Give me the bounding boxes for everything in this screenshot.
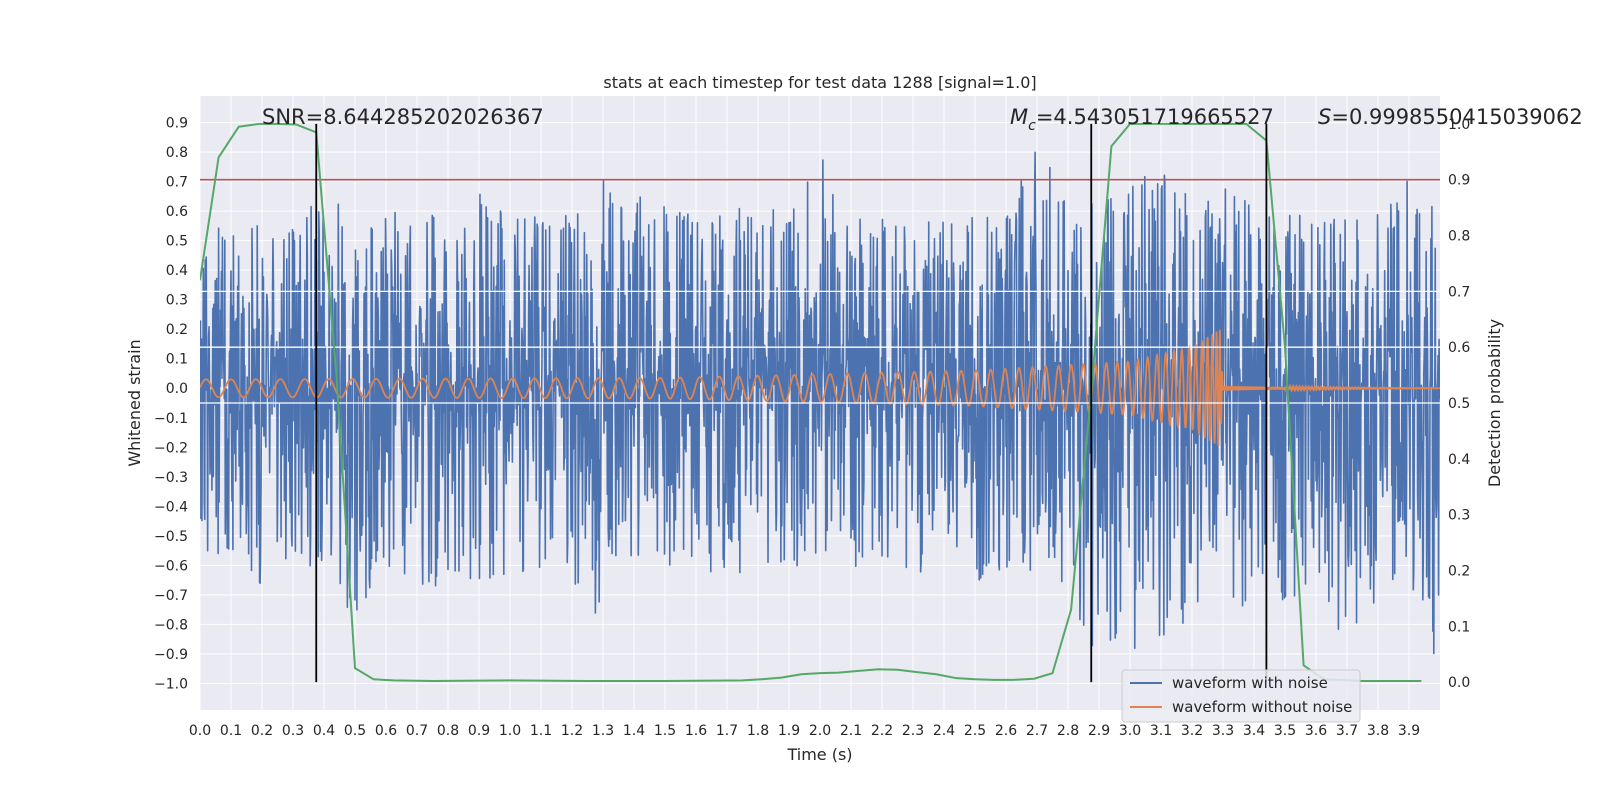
- series-waveform-without-noise: [200, 329, 1440, 447]
- legend-label-clean: waveform without noise: [1172, 698, 1352, 716]
- x-tick-label: 2.2: [871, 723, 893, 739]
- detection-probability-line: [200, 122, 1422, 682]
- waveform-without-noise-line: [200, 329, 1440, 447]
- x-tick-label: 3.9: [1398, 723, 1420, 739]
- y2-tick-label: 0.8: [1448, 229, 1470, 245]
- y-tick-label: 0.7: [166, 175, 188, 191]
- y-tick-label: −0.5: [154, 529, 188, 545]
- x-tick-label: 0.2: [251, 723, 273, 739]
- x-tick-label: 0.6: [375, 723, 397, 739]
- x-tick-label: 0.4: [313, 723, 335, 739]
- chirp-mass-symbol: M: [1010, 105, 1028, 129]
- x-tick-label: 0.0: [189, 723, 211, 739]
- x-tick-label: 2.5: [964, 723, 986, 739]
- x-tick-label: 2.0: [809, 723, 831, 739]
- vertical-markers: [315, 123, 1268, 683]
- y-tick-label: −0.1: [154, 411, 188, 427]
- x-tick-label: 0.9: [468, 723, 490, 739]
- y2-tick-label: 0.6: [1448, 340, 1470, 356]
- y-tick-label: −0.7: [154, 588, 188, 604]
- x-tick-label: 2.9: [1088, 723, 1110, 739]
- y2-tick-label: 0.4: [1448, 452, 1470, 468]
- y-tick-label: −0.6: [154, 558, 188, 574]
- x-tick-label: 1.7: [716, 723, 738, 739]
- y-tick-label: 0.9: [166, 116, 188, 132]
- y-axis-label: Whitened strain: [125, 339, 144, 466]
- stat-annotation: S=0.9998550415039062: [1318, 105, 1583, 129]
- x-axis-ticks: 0.0 0.1 0.2 0.3 0.4 0.5 0.6 0.7 0.8 0.9 1.0 1.1 1.2 1…: [189, 723, 1420, 739]
- y-tick-label: 0.2: [166, 322, 188, 338]
- x-tick-label: 2.8: [1057, 723, 1079, 739]
- y2-tick-label: 1.0: [1448, 117, 1470, 133]
- x-tick-label: 0.8: [437, 723, 459, 739]
- x-tick-label: 3.6: [1305, 723, 1327, 739]
- x-tick-label: 2.4: [933, 723, 955, 739]
- y-tick-label: 0.4: [166, 263, 188, 279]
- x-tick-label: 1.4: [623, 723, 645, 739]
- legend-box: [1121, 669, 1361, 723]
- x-tick-label: 1.0: [499, 723, 521, 739]
- x-tick-label: 3.2: [1181, 723, 1203, 739]
- y2-tick-label: 0.0: [1448, 675, 1470, 691]
- x-tick-label: 0.1: [220, 723, 242, 739]
- y-axis-ticks: 0.9 0.8 0.7 0.6 0.5 0.4 0.3 0.2 0.1 0.0 −0.1 −0.2 −0…: [154, 116, 188, 693]
- chart-title: stats at each timestep for test data 128…: [603, 73, 1036, 92]
- x-tick-label: 1.1: [530, 723, 552, 739]
- y2-tick-label: 0.3: [1448, 508, 1470, 524]
- x-tick-label: 1.6: [685, 723, 707, 739]
- x-tick-label: 1.8: [747, 723, 769, 739]
- y-tick-label: −0.3: [154, 470, 188, 486]
- x-tick-label: 2.6: [995, 723, 1017, 739]
- y-tick-label: −0.8: [154, 617, 188, 633]
- x-tick-label: 3.8: [1367, 723, 1389, 739]
- y2-axis-label: Detection probability: [1485, 319, 1504, 487]
- x-tick-label: 1.2: [561, 723, 583, 739]
- snr-annotation: SNR=8.644285202026367: [262, 105, 544, 129]
- x-tick-label: 1.9: [778, 723, 800, 739]
- y2-tick-label: 0.9: [1448, 173, 1470, 189]
- x-tick-label: 3.7: [1336, 723, 1358, 739]
- x-tick-label: 0.5: [344, 723, 366, 739]
- y2-axis-ticks: 1.0 0.9 0.8 0.7 0.6 0.5 0.4 0.3 0.2 0.1 0.0: [1448, 117, 1470, 691]
- chirp-mass-value: =4.543051719665527: [1036, 105, 1274, 129]
- y-tick-label: −1.0: [154, 676, 188, 692]
- y-tick-label: −0.9: [154, 647, 188, 663]
- y-tick-label: −0.4: [154, 499, 188, 515]
- legend: waveform with noise waveform without noi…: [1121, 669, 1361, 723]
- x-tick-label: 2.1: [840, 723, 862, 739]
- y2-tick-label: 0.1: [1448, 619, 1470, 635]
- y-tick-label: 0.6: [166, 204, 188, 220]
- chirp-mass-subscript: c: [1028, 118, 1036, 134]
- series-detection-probability: [200, 122, 1422, 682]
- y2-tick-label: 0.5: [1448, 396, 1470, 412]
- x-tick-label: 0.3: [282, 723, 304, 739]
- x-tick-label: 3.5: [1274, 723, 1296, 739]
- x-tick-label: 1.5: [654, 723, 676, 739]
- x-tick-label: 3.0: [1119, 723, 1141, 739]
- x-tick-label: 2.7: [1026, 723, 1048, 739]
- y-tick-label: −0.2: [154, 440, 188, 456]
- stat-symbol: S: [1318, 105, 1331, 129]
- x-tick-label: 1.3: [592, 723, 614, 739]
- x-tick-label: 2.3: [902, 723, 924, 739]
- y-tick-label: 0.3: [166, 293, 188, 309]
- y2-tick-label: 0.2: [1448, 563, 1470, 579]
- x-tick-label: 0.7: [406, 723, 428, 739]
- y2-tick-label: 0.7: [1448, 284, 1470, 300]
- x-tick-label: 3.3: [1212, 723, 1234, 739]
- x-tick-label: 3.4: [1243, 723, 1265, 739]
- stat-value: =0.9998550415039062: [1331, 105, 1582, 129]
- x-tick-label: 3.1: [1150, 723, 1172, 739]
- y-tick-label: 0.5: [166, 234, 188, 250]
- grid-overlay: [200, 290, 1440, 404]
- x-axis-label: Time (s): [786, 745, 852, 764]
- y-tick-label: 0.1: [166, 352, 188, 368]
- y-tick-label: 0.0: [166, 381, 188, 397]
- legend-label-noise: waveform with noise: [1172, 674, 1328, 692]
- chirp-mass-annotation: Mc=4.543051719665527: [1010, 105, 1274, 134]
- y-tick-label: 0.8: [166, 145, 188, 161]
